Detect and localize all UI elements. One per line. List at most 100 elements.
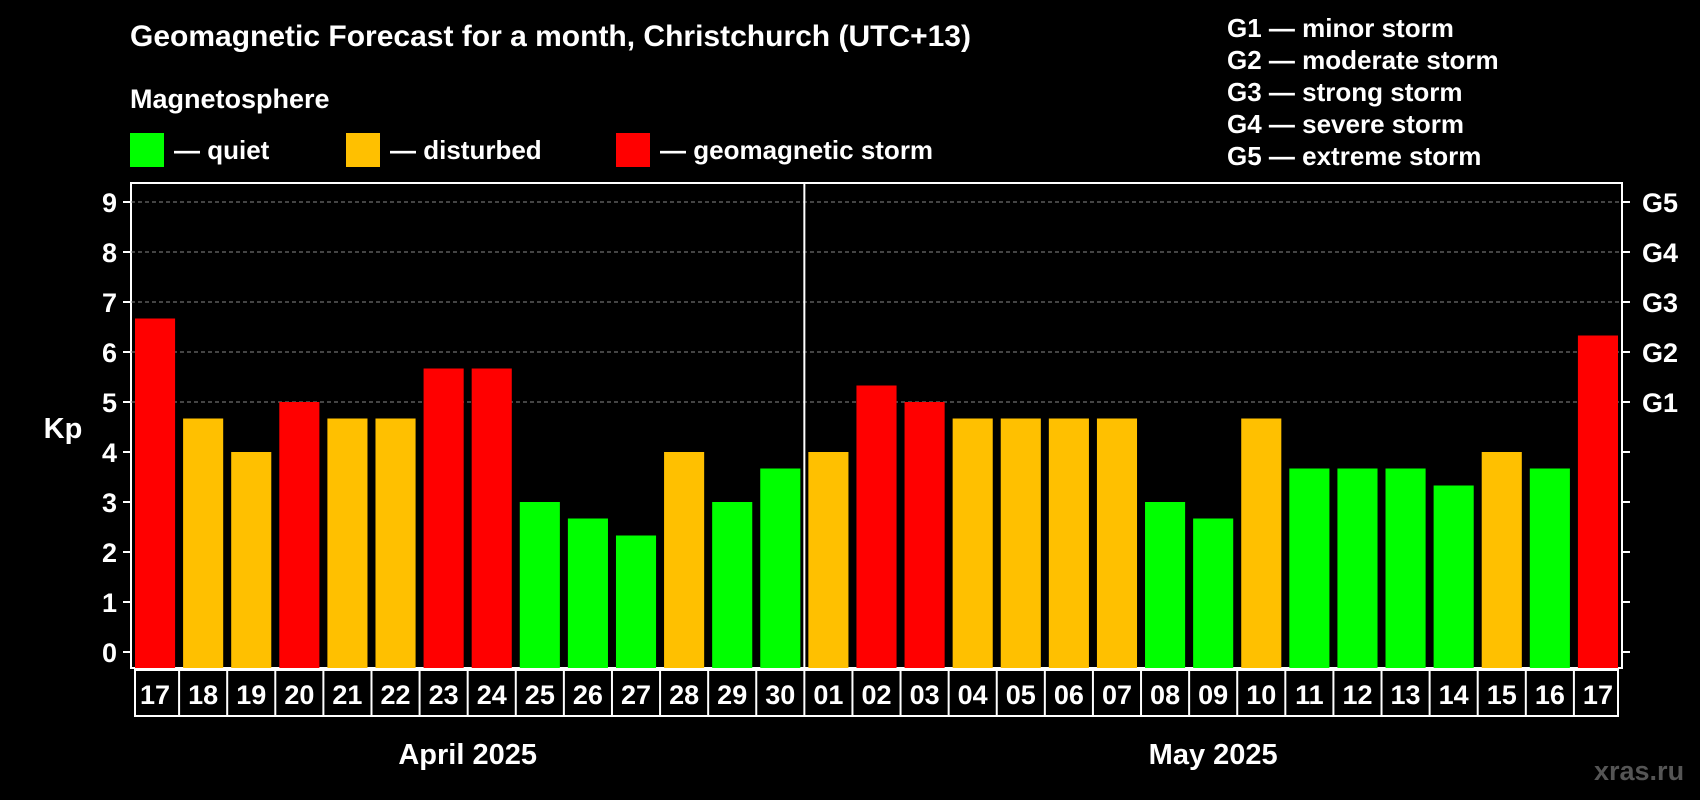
g-level-label: G5 xyxy=(1642,188,1678,218)
date-label: 13 xyxy=(1391,680,1421,710)
date-label: 11 xyxy=(1295,680,1324,710)
kp-bar xyxy=(615,535,657,668)
date-label: 20 xyxy=(284,680,314,710)
y-tick-label: 7 xyxy=(102,288,117,318)
date-label: 17 xyxy=(1583,680,1613,710)
date-label: 12 xyxy=(1342,680,1372,710)
legend-swatch-quiet xyxy=(130,133,164,167)
date-label: 26 xyxy=(573,680,603,710)
g-scale-item-g4: G4 — severe storm xyxy=(1227,109,1465,139)
date-label: 03 xyxy=(910,680,940,710)
date-label: 06 xyxy=(1054,680,1084,710)
y-tick-label: 2 xyxy=(102,538,117,568)
date-label: 17 xyxy=(140,680,170,710)
date-label: 04 xyxy=(958,680,988,710)
kp-bar xyxy=(1193,518,1234,668)
date-label: 22 xyxy=(381,680,411,710)
g-scale-item-g2: G2 — moderate storm xyxy=(1227,45,1499,75)
g-level-label: G3 xyxy=(1642,288,1678,318)
kp-bar xyxy=(519,502,560,668)
date-label: 28 xyxy=(669,680,699,710)
g-scale-item-g5: G5 — extreme storm xyxy=(1227,141,1482,171)
y-tick-label: 3 xyxy=(102,488,117,518)
legend-item-quiet: — quiet xyxy=(130,133,269,167)
date-label: 05 xyxy=(1006,680,1036,710)
date-label: 02 xyxy=(861,680,891,710)
y-tick-label: 5 xyxy=(102,388,117,418)
date-label: 18 xyxy=(188,680,218,710)
kp-bar xyxy=(1577,335,1618,668)
kp-bar xyxy=(183,418,224,668)
date-label: 24 xyxy=(477,680,507,710)
watermark: xras.ru xyxy=(1594,756,1685,786)
date-label: 01 xyxy=(813,680,843,710)
date-label: 15 xyxy=(1487,680,1517,710)
date-label: 07 xyxy=(1102,680,1132,710)
kp-bar xyxy=(471,368,512,668)
legend-label-quiet: — quiet xyxy=(174,134,270,165)
g-level-label: G2 xyxy=(1642,338,1678,368)
kp-bar xyxy=(375,418,416,668)
kp-bar xyxy=(1145,502,1186,668)
legend-heading: Magnetosphere xyxy=(130,84,330,114)
g-scale-legend: G1 — minor storm G2 — moderate storm G3 … xyxy=(1227,12,1499,172)
date-label: 23 xyxy=(429,680,459,710)
date-label: 10 xyxy=(1246,680,1276,710)
kp-bar xyxy=(1096,418,1138,668)
kp-bar xyxy=(279,402,320,668)
kp-bar xyxy=(1337,468,1378,668)
kp-bar xyxy=(1048,418,1089,668)
date-label: 30 xyxy=(765,680,795,710)
legend-swatch-storm xyxy=(616,133,650,167)
y-axis-label: Kp xyxy=(44,413,83,445)
kp-bar xyxy=(567,518,608,668)
g-scale-item-g3: G3 — strong storm xyxy=(1227,77,1463,107)
kp-bar xyxy=(1481,452,1522,668)
date-label: 08 xyxy=(1150,680,1180,710)
month-label-may: May 2025 xyxy=(1149,739,1278,771)
kp-bar xyxy=(231,452,272,668)
y-tick-label: 1 xyxy=(102,588,117,618)
kp-bar xyxy=(1241,418,1282,668)
legend-item-disturbed: — disturbed xyxy=(346,133,542,167)
kp-bar xyxy=(904,402,945,668)
kp-bar xyxy=(1433,485,1474,668)
g-scale-item-g1: G1 — minor storm xyxy=(1227,13,1454,43)
g-level-label: G1 xyxy=(1642,388,1678,418)
kp-bar xyxy=(952,418,993,668)
date-row-frame xyxy=(134,669,1619,717)
kp-bar xyxy=(423,368,464,668)
date-label: 16 xyxy=(1535,680,1565,710)
date-label: 29 xyxy=(717,680,747,710)
legend-swatch-disturbed xyxy=(346,133,380,167)
kp-bar xyxy=(760,468,801,668)
kp-bar xyxy=(327,418,368,668)
chart-title: Geomagnetic Forecast for a month, Christ… xyxy=(130,20,971,53)
kp-bar xyxy=(808,452,849,668)
kp-bar xyxy=(664,452,705,668)
legend-label-disturbed: — disturbed xyxy=(390,134,542,165)
kp-bar xyxy=(856,385,897,668)
legend-label-storm: — geomagnetic storm xyxy=(660,134,934,165)
date-label: 25 xyxy=(525,680,555,710)
y-tick-label: 9 xyxy=(102,188,117,218)
y-tick-label: 8 xyxy=(102,238,117,268)
kp-bar xyxy=(1000,418,1041,668)
kp-bar xyxy=(1289,468,1330,668)
date-label: 21 xyxy=(332,680,362,710)
g-level-label: G4 xyxy=(1642,238,1678,268)
y-tick-label: 4 xyxy=(102,438,117,468)
date-label: 14 xyxy=(1439,680,1469,710)
month-label-april: April 2025 xyxy=(398,739,537,771)
kp-bar xyxy=(712,502,753,668)
kp-bar xyxy=(135,318,176,668)
kp-bar xyxy=(1529,468,1570,668)
y-tick-label: 0 xyxy=(102,638,117,668)
date-label: 27 xyxy=(621,680,651,710)
date-label: 09 xyxy=(1198,680,1228,710)
kp-bar xyxy=(1385,468,1426,668)
date-label: 19 xyxy=(236,680,266,710)
legend-item-storm: — geomagnetic storm xyxy=(616,133,933,167)
y-tick-label: 6 xyxy=(102,338,117,368)
